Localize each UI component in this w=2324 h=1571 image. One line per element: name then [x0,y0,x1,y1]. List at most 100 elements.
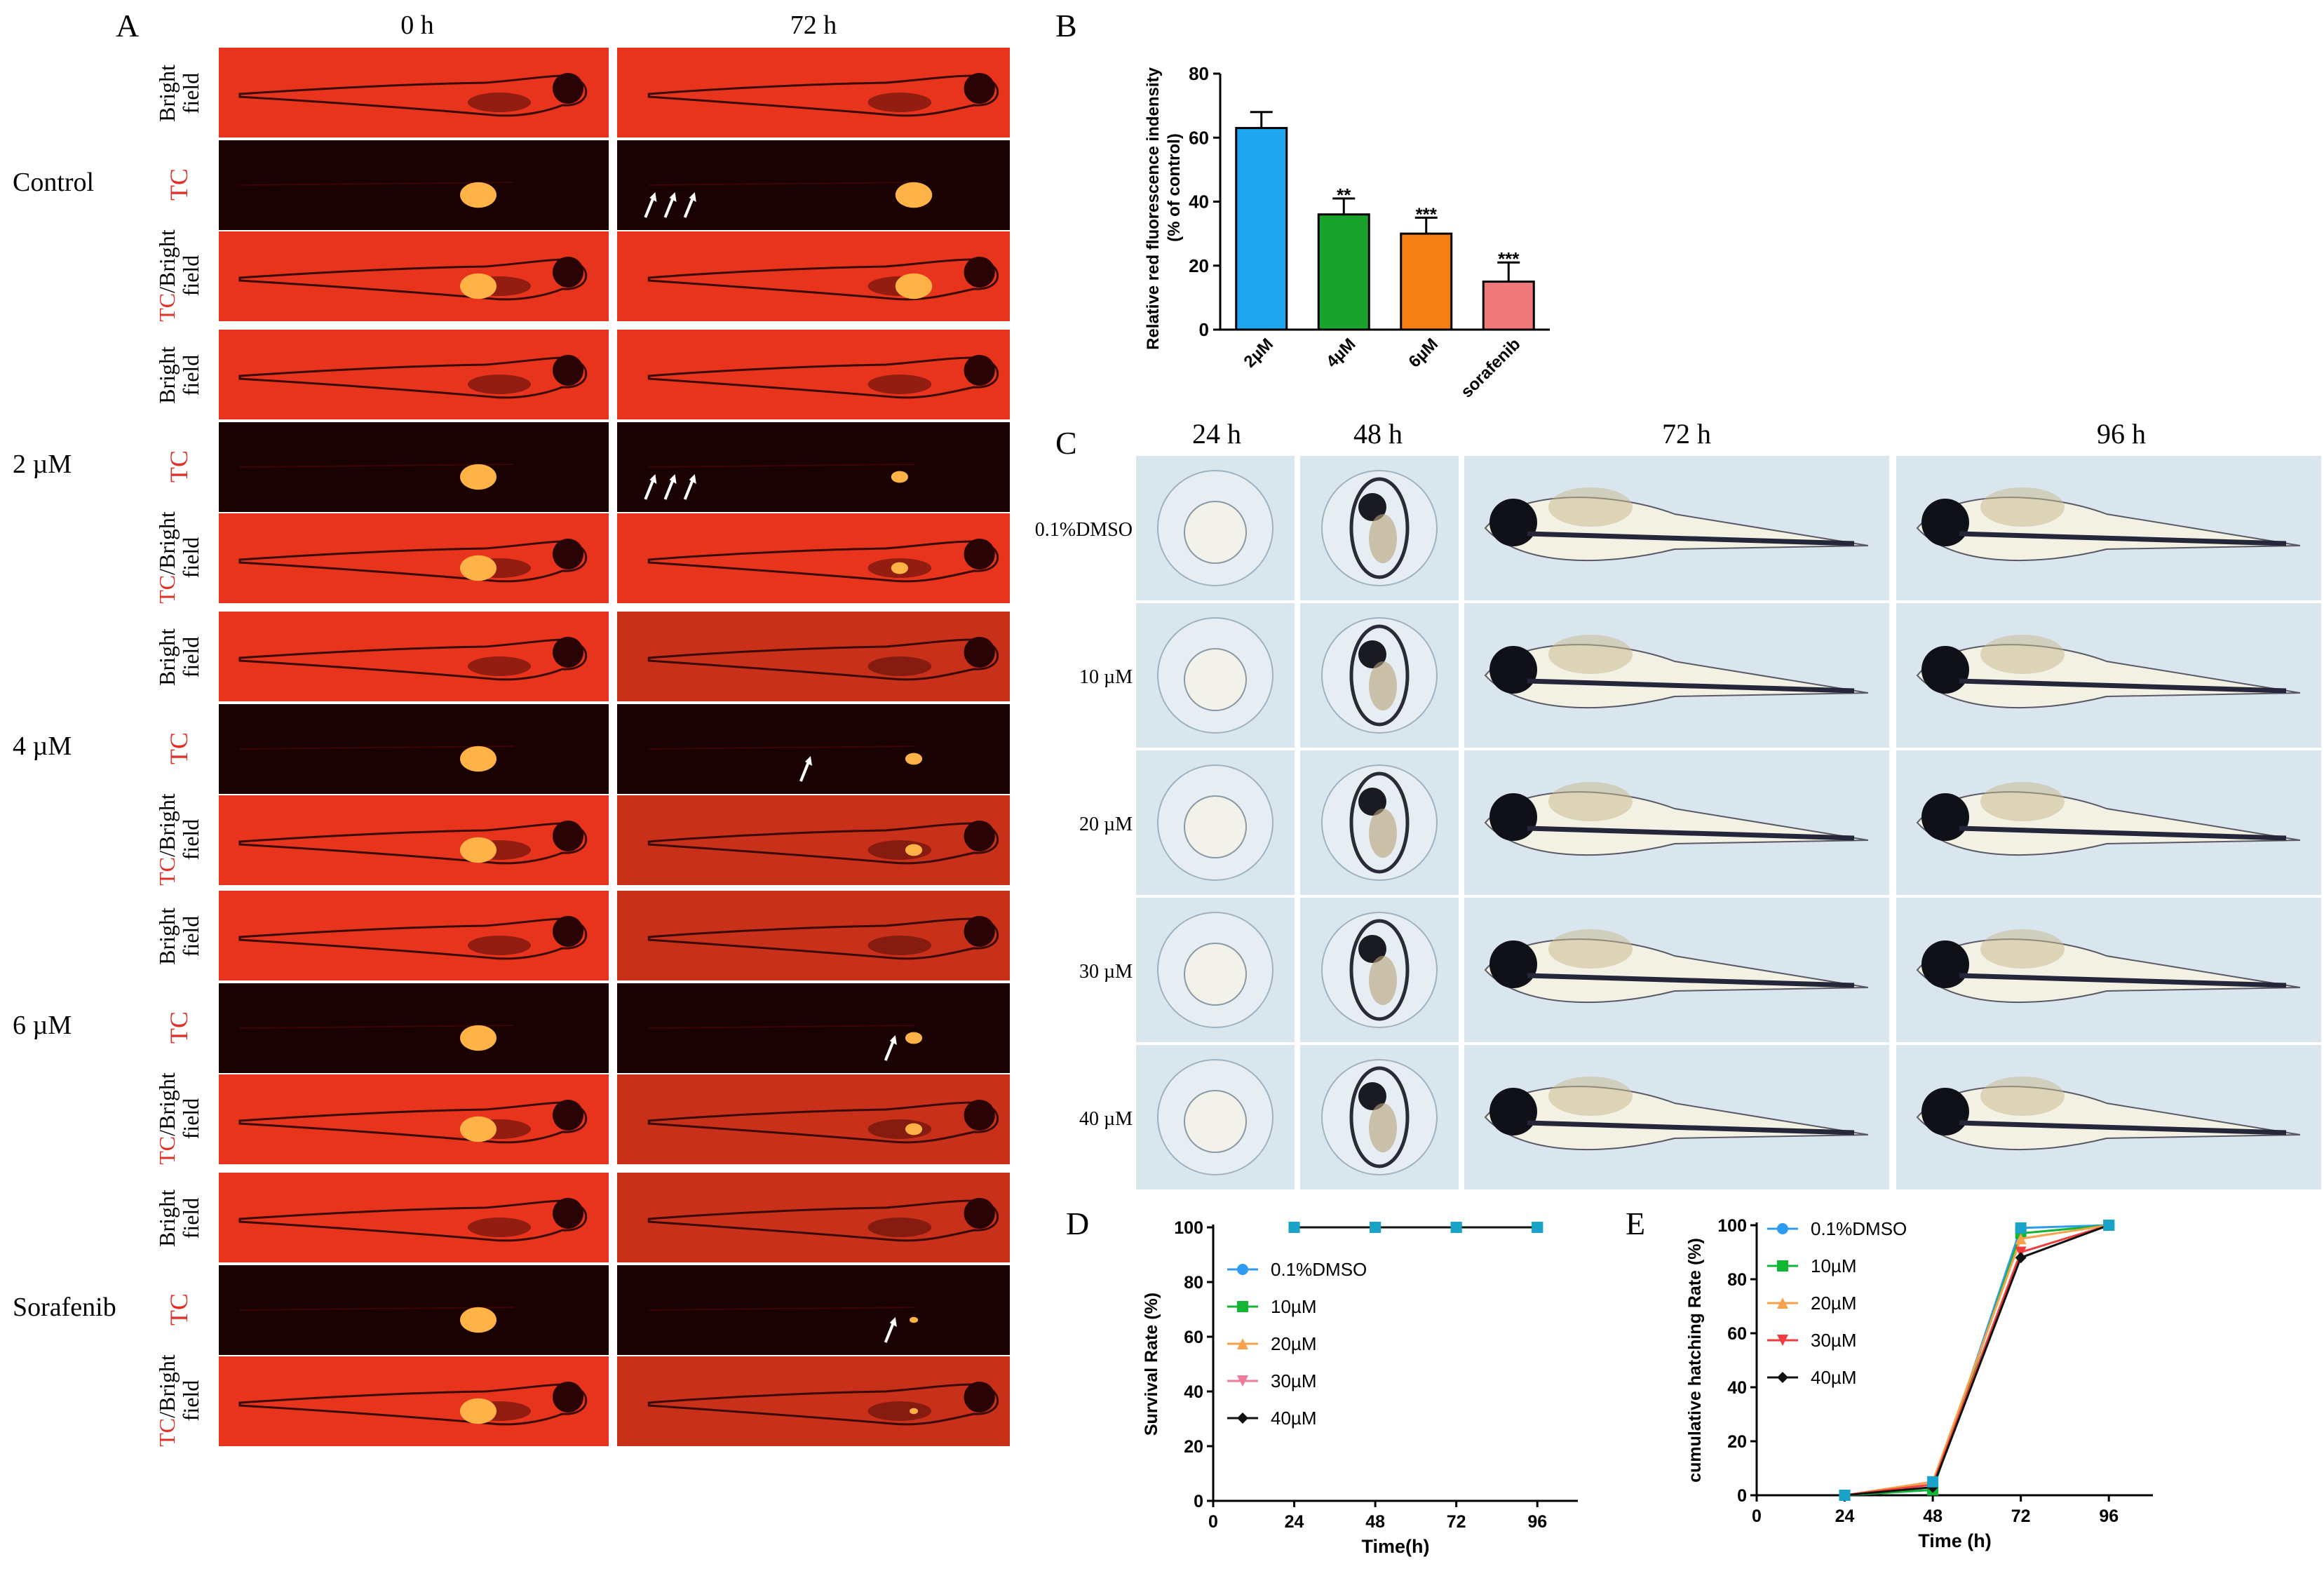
fluorescence-image-2-1-0 [617,612,1010,701]
row-label-bright: Bright [154,346,180,404]
x-tick-label: 48 [1923,1506,1943,1526]
x-tick-label: 6µM [1405,335,1442,371]
data-point [2015,1233,2027,1245]
group-label-0: Control [13,168,95,197]
fluorescence-image-3-1-2 [617,1074,1010,1164]
group-label-2: 4 µM [13,731,72,761]
panel-c-row-label: 40 µM [1079,1108,1133,1130]
x-tick-label: 4µM [1323,335,1359,371]
embryo-image-0-0 [1136,456,1295,600]
fluorescence-image-3-1-0 [617,891,1010,980]
row-label-text: TC [165,168,193,201]
embryo-image-0-2 [1464,456,1889,600]
legend-label: 10µM [1811,1255,1857,1276]
legend-marker [1777,1297,1788,1309]
y-tick-label: 0 [1199,319,1209,340]
panel-e-chart: 0 20 40 60 80 100 0 24 48 72 96 Time (h) cumulative … [1669,1206,2184,1567]
row-label-bright-part: /Bright [154,511,180,575]
fluorescence-image-2-0-2 [219,795,609,885]
data-point [1839,1490,1851,1501]
legend-marker [1777,1223,1788,1234]
row-label-tc-part: TC [154,1135,180,1165]
row-label-tc-part: TC [154,856,180,886]
fluorescence-image-2-0-0 [219,612,609,701]
panel-c-col-header: 48 h [1353,418,1403,450]
panel-b-chart: 0 20 40 60 80 Relative red fluorescence inden… [1129,42,1613,421]
panel-b-letter: B [1055,8,1077,43]
row-label-bright-part: /Bright [154,229,180,293]
data-point [2103,1220,2115,1231]
bar [1235,127,1288,331]
x-axis-label: Time (h) [1918,1530,1992,1551]
panel-c-row-label: 30 µM [1079,961,1133,983]
embryo-image-3-0 [1136,898,1295,1042]
row-label-tc-part: TC [154,574,180,604]
embryo-image-4-2 [1464,1045,1889,1189]
y-tick-label: 20 [1184,1437,1203,1457]
row-label-3-2: TC/Bright field [154,1072,203,1165]
embryo-image-1-1 [1300,603,1459,748]
x-tick-label: 0 [1208,1512,1218,1532]
row-label-text: TC/Bright field [154,1354,203,1447]
row-label-bright-part: /Bright [154,1354,180,1418]
row-label-text: Bright field [154,628,203,686]
row-label-tcbright-line1: TC/Bright [154,1354,180,1447]
y-axis-label-2: (% of control) [1165,133,1184,242]
row-label-field: field [178,1380,203,1422]
row-label-text: TC [165,1011,193,1044]
bar [1482,281,1535,331]
legend-label: 40µM [1811,1367,1857,1388]
embryo-image-1-0 [1136,603,1295,748]
row-label-text: Bright field [154,65,203,122]
row-label-field: field [178,255,203,297]
row-label-bright-part: /Bright [154,793,180,857]
y-axis-label: cumulative hatching Rate (%) [1685,1238,1705,1483]
fluorescence-image-4-0-2 [219,1356,609,1446]
panel-d-chart: 0 20 40 60 80 100 0 24 48 72 96 Time(h) Survival Rat… [1115,1206,1606,1567]
x-tick-label: 48 [1365,1512,1385,1532]
legend-label: 0.1%DMSO [1811,1218,1907,1239]
fluorescence-image-1-1-1 [617,422,1010,512]
row-label-text: Bright field [154,1189,203,1247]
row-label-bright: Bright [154,908,180,965]
embryo-image-0-1 [1300,456,1459,600]
y-axis-label: Survival Rate (%) [1142,1293,1161,1436]
data-point [1288,1222,1300,1233]
legend-marker [1237,1301,1248,1312]
embryo-image-1-3 [1896,603,2321,748]
legend-marker [1237,1412,1248,1424]
row-label-tc-part: TC [154,292,180,322]
legend-label: 30µM [1811,1330,1857,1351]
y-tick-label: 100 [1717,1216,1747,1236]
legend-marker [1237,1264,1248,1275]
fluorescence-image-0-0-1 [219,140,609,230]
row-label-2-1: TC [154,703,203,794]
row-label-field: field [178,354,203,396]
group-separator [219,1448,1010,1452]
legend-label: 20µM [1271,1333,1317,1354]
y-tick-label: 0 [1194,1492,1203,1511]
row-label-2-0: Bright field [154,612,203,703]
legend-marker [1237,1338,1248,1349]
row-label-4-1: TC [154,1264,203,1355]
panel-c-col-header: 72 h [1662,418,1711,450]
y-tick-label: 80 [1189,63,1209,84]
group-label-1: 2 µM [13,450,72,479]
embryo-image-2-0 [1136,750,1295,895]
fluorescence-image-1-1-2 [617,513,1010,603]
significance-label: ** [1337,184,1351,205]
embryo-image-4-0 [1136,1045,1295,1189]
row-label-text: Bright field [154,908,203,965]
row-label-bright: Bright [154,65,180,122]
legend-label: 0.1%DMSO [1271,1259,1367,1280]
panel-c-letter: C [1055,425,1077,461]
x-tick-label: 96 [2099,1506,2119,1526]
row-label-field: field [178,818,203,861]
y-tick-label: 40 [1727,1378,1747,1398]
row-label-tcbright-line1: TC/Bright [154,793,180,886]
x-tick-label: sorafenib [1457,335,1524,401]
row-label-text: TC/Bright field [154,511,203,604]
data-point [1370,1222,1381,1233]
fluorescence-image-1-0-0 [219,330,609,419]
embryo-image-3-2 [1464,898,1889,1042]
